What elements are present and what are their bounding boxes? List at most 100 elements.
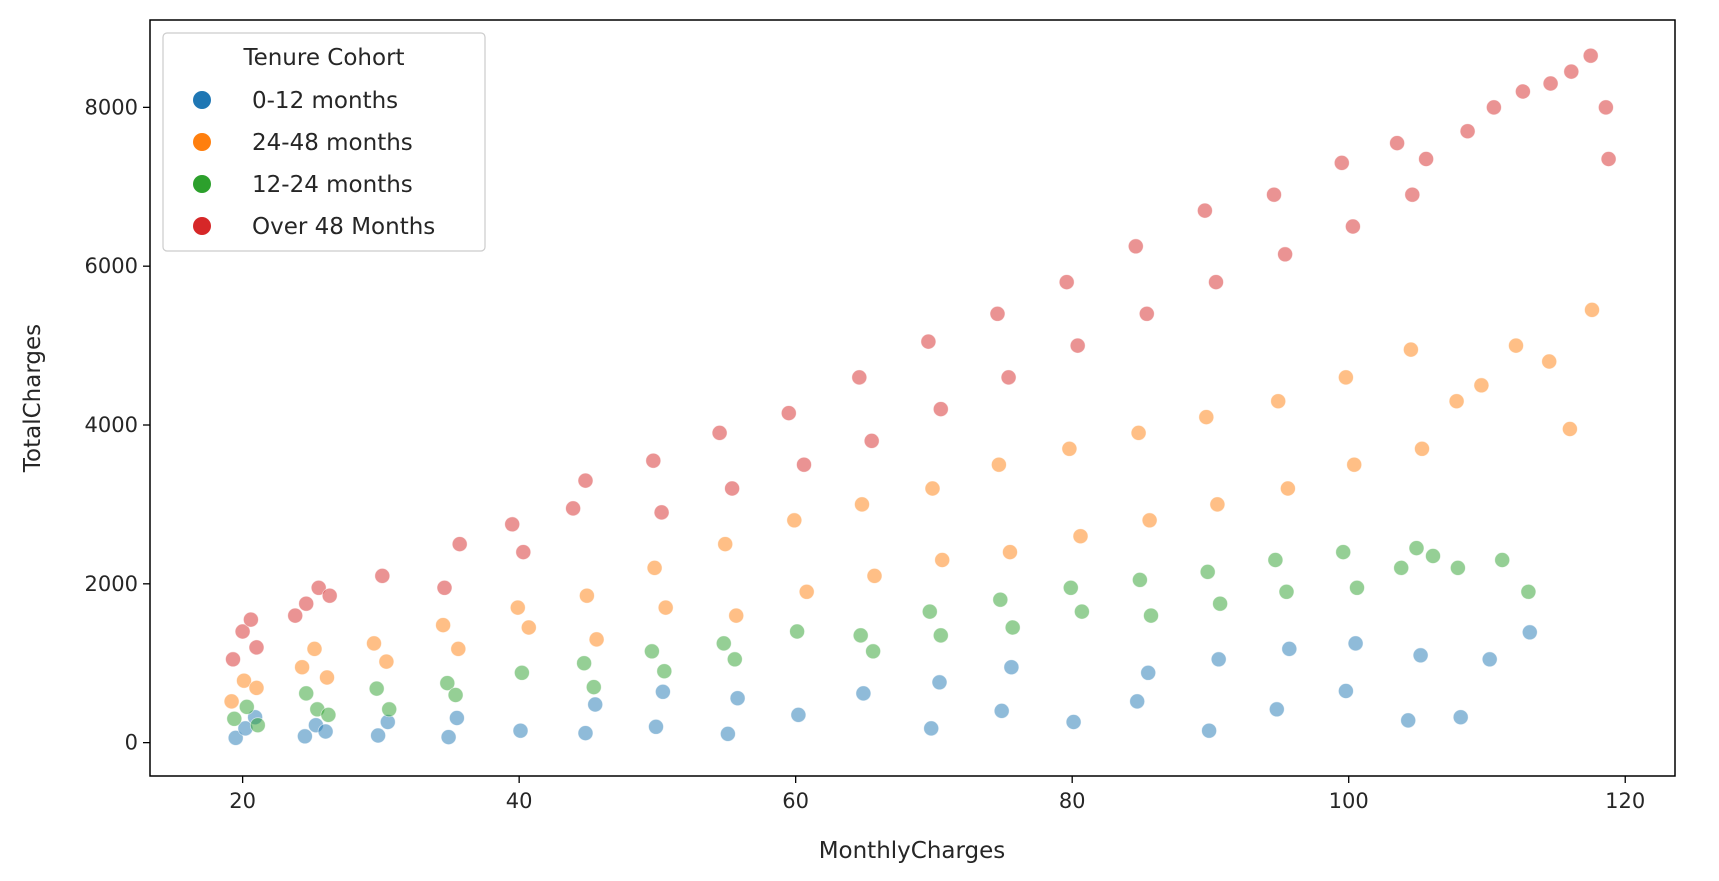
- data-point: [1129, 693, 1146, 710]
- data-point: [588, 631, 605, 648]
- y-tick-label: 6000: [85, 254, 138, 278]
- data-point: [717, 536, 734, 552]
- data-point: [1210, 651, 1227, 668]
- legend: Tenure Cohort 0-12 months 24-48 months 12-…: [162, 32, 486, 252]
- data-point: [320, 707, 337, 723]
- data-point: [921, 603, 938, 620]
- data-point: [577, 472, 594, 489]
- data-point: [576, 655, 592, 672]
- data-point: [514, 664, 530, 681]
- data-point: [851, 369, 868, 386]
- data-point: [1062, 579, 1079, 596]
- data-point: [790, 707, 807, 723]
- data-point: [1143, 607, 1159, 624]
- data-point: [932, 627, 949, 644]
- data-point: [1280, 480, 1296, 497]
- legend-entries: 0-12 months 24-48 months 12-24 months Over …: [193, 88, 435, 240]
- data-point: [238, 699, 255, 715]
- y-tick-label: 2000: [85, 572, 138, 596]
- data-point: [655, 683, 671, 700]
- data-point: [1266, 186, 1282, 203]
- data-point: [1002, 544, 1018, 560]
- data-point: [450, 641, 467, 657]
- data-point: [1520, 583, 1537, 600]
- data-point: [1074, 603, 1090, 620]
- data-point: [242, 611, 259, 628]
- series-0: [227, 624, 1538, 746]
- data-point: [287, 607, 304, 624]
- data-point: [1521, 624, 1538, 641]
- data-point: [855, 685, 872, 702]
- data-point: [381, 701, 398, 718]
- data-point: [565, 500, 581, 517]
- data-point: [435, 617, 452, 633]
- data-point: [515, 544, 532, 560]
- data-point: [923, 720, 940, 737]
- y-tick-label: 4000: [85, 413, 138, 437]
- data-point: [645, 452, 662, 469]
- data-point: [934, 552, 951, 568]
- data-point: [1140, 664, 1157, 681]
- data-point: [298, 685, 315, 702]
- data-point: [989, 305, 1006, 322]
- data-point: [447, 687, 464, 703]
- data-point: [366, 635, 382, 652]
- data-point: [789, 623, 805, 640]
- data-point: [248, 639, 265, 656]
- data-point: [932, 401, 949, 418]
- data-point: [1515, 83, 1531, 100]
- data-point: [865, 643, 881, 660]
- data-point: [1198, 409, 1215, 426]
- data-points: [223, 47, 1617, 746]
- x-tick-label: 100: [1329, 789, 1369, 813]
- x-tick-label: 20: [229, 789, 256, 813]
- data-point: [1404, 186, 1421, 203]
- data-point: [1127, 238, 1144, 255]
- data-point: [317, 723, 334, 740]
- data-point: [294, 659, 311, 676]
- data-point: [1277, 246, 1293, 263]
- x-tick-label: 60: [782, 789, 809, 813]
- legend-box: [162, 32, 486, 252]
- data-point: [1346, 456, 1363, 473]
- data-point: [992, 591, 1009, 608]
- data-point: [715, 635, 732, 652]
- data-point: [1141, 512, 1158, 529]
- data-point: [920, 333, 937, 350]
- legend-marker: [193, 133, 211, 151]
- data-point: [646, 560, 663, 576]
- data-point: [1400, 712, 1417, 729]
- data-point: [234, 623, 251, 640]
- x-axis-label: MonthlyCharges: [819, 838, 1006, 864]
- data-point: [1541, 353, 1558, 370]
- data-point: [1412, 647, 1429, 664]
- data-point: [236, 672, 252, 689]
- legend-label: Over 48 Months: [252, 214, 435, 240]
- data-point: [1450, 560, 1466, 576]
- x-tick-label: 80: [1059, 789, 1086, 813]
- data-point: [1425, 548, 1441, 564]
- data-point: [504, 516, 521, 533]
- data-point: [451, 536, 468, 552]
- data-point: [653, 504, 670, 521]
- data-point: [1212, 595, 1228, 612]
- data-point: [436, 579, 453, 596]
- y-axis-label: TotalCharges: [20, 324, 46, 473]
- data-point: [780, 405, 797, 422]
- data-point: [577, 725, 594, 741]
- data-point: [249, 717, 266, 734]
- data-point: [226, 710, 243, 727]
- data-point: [1508, 337, 1524, 354]
- legend-label: 24-48 months: [252, 130, 413, 156]
- data-point: [1448, 393, 1465, 410]
- data-point: [924, 480, 941, 497]
- data-point: [439, 675, 456, 691]
- data-point: [368, 680, 385, 697]
- data-point: [1199, 564, 1216, 580]
- data-point: [729, 690, 746, 707]
- data-point: [1270, 393, 1287, 410]
- data-point: [711, 424, 728, 441]
- data-point: [1000, 369, 1017, 386]
- data-point: [1347, 635, 1364, 652]
